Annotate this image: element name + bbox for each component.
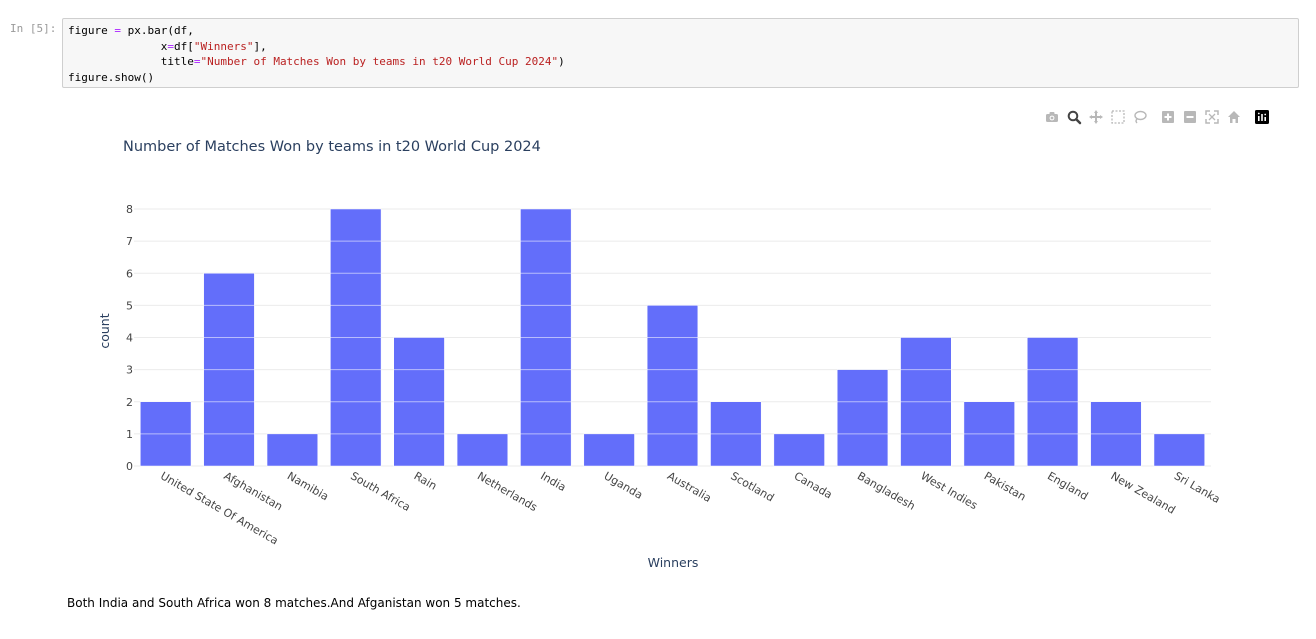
bar[interactable] (646, 305, 699, 467)
x-tick-label: Australia (665, 469, 714, 505)
reset-axes-button[interactable] (1226, 109, 1242, 125)
x-tick-label: Pakistan (982, 469, 1028, 503)
box-select-button[interactable] (1110, 109, 1126, 125)
x-tick-label: New Zealand (1108, 469, 1177, 516)
bar[interactable] (456, 433, 509, 467)
code-token: "Number of Matches Won by teams in t20 W… (200, 55, 559, 68)
y-tick-label: 2 (126, 396, 133, 409)
y-tick-label: 7 (126, 235, 133, 248)
chart-title: Number of Matches Won by teams in t20 Wo… (123, 139, 541, 155)
x-tick-label: South Africa (348, 469, 412, 514)
y-tick-label: 1 (126, 428, 133, 441)
lasso-select-icon (1134, 110, 1147, 124)
pan-icon (1089, 110, 1103, 124)
code-token: px.bar(df, (120, 24, 194, 37)
code-token: = (167, 39, 174, 53)
code-token: x (68, 39, 168, 53)
code-token: = (114, 24, 121, 37)
plot-modebar (1044, 108, 1276, 126)
x-tick-label: Bangladesh (855, 469, 917, 513)
plotly-logo-button[interactable] (1254, 109, 1270, 125)
bar[interactable] (583, 433, 635, 467)
autoscale-icon (1205, 110, 1219, 124)
zoom-button[interactable] (1066, 109, 1082, 125)
bar[interactable] (1153, 433, 1205, 467)
y-tick-label: 3 (126, 364, 133, 377)
markdown-text: Both India and South Africa won 8 matche… (67, 596, 521, 610)
x-tick-label: West Indies (918, 469, 980, 512)
bar[interactable] (266, 433, 318, 467)
zoom-in-button[interactable] (1160, 109, 1176, 125)
pan-button[interactable] (1088, 109, 1104, 125)
reset-axes-icon (1228, 111, 1240, 123)
x-tick-label: Netherlands (475, 469, 540, 514)
y-tick-label: 6 (126, 267, 133, 280)
lasso-select-button[interactable] (1132, 109, 1148, 125)
code-line: title="Number of Matches Won by teams in… (68, 54, 1293, 70)
camera-icon (1046, 112, 1058, 122)
x-tick-label: Sri Lanka (1172, 469, 1223, 506)
cell-prompt: In [5]: (10, 22, 57, 35)
x-tick-label: Namibia (285, 469, 331, 503)
autoscale-button[interactable] (1204, 109, 1220, 125)
y-axis-title: count (97, 313, 112, 348)
code-token: figure (68, 24, 115, 37)
code-line: figure.show() (68, 70, 1293, 86)
x-tick-label: Scotland (728, 469, 776, 504)
x-tick-label: Rain (412, 469, 439, 492)
x-tick-label: United State Of America (158, 469, 280, 547)
x-tick-label: Uganda (602, 469, 645, 502)
bar[interactable] (773, 433, 825, 467)
bar-chart: 0 1 2 3 4 5 6 7 8 United State Of AmericaAfghani… (97, 139, 1222, 570)
code-token: figure.show() (68, 70, 155, 84)
code-token: df[ (173, 39, 194, 53)
code-token: ], (253, 39, 267, 53)
y-tick-label: 5 (126, 299, 133, 312)
y-tick-labels: 0 1 2 3 4 5 6 7 8 (126, 203, 133, 473)
code-token: "Winners" (193, 39, 254, 53)
y-tick-label: 4 (126, 332, 133, 345)
plotly-logo-icon (1255, 110, 1269, 124)
x-tick-label: England (1045, 469, 1090, 503)
bar[interactable] (836, 369, 889, 467)
camera-button[interactable] (1044, 109, 1060, 125)
x-tick-label: Canada (792, 469, 835, 501)
y-tick-label: 8 (126, 203, 133, 216)
code-line: x=df["Winners"], (68, 39, 1293, 55)
zoom-out-icon (1184, 111, 1196, 123)
zoom-icon (1067, 110, 1082, 125)
code-token: title (68, 55, 194, 68)
zoom-out-button[interactable] (1182, 109, 1198, 125)
code-token: ) (558, 55, 565, 68)
code-line: figure = px.bar(df, (68, 23, 1293, 39)
box-select-icon (1111, 110, 1125, 124)
zoom-in-icon (1162, 111, 1174, 123)
code-editor[interactable]: figure = px.bar(df, x=df["Winners"], tit… (62, 18, 1299, 88)
x-tick-label: India (538, 469, 568, 494)
bars (140, 208, 1205, 467)
code-token: = (193, 55, 201, 68)
y-tick-label: 0 (126, 460, 133, 473)
x-axis-title: Winners (648, 555, 699, 570)
